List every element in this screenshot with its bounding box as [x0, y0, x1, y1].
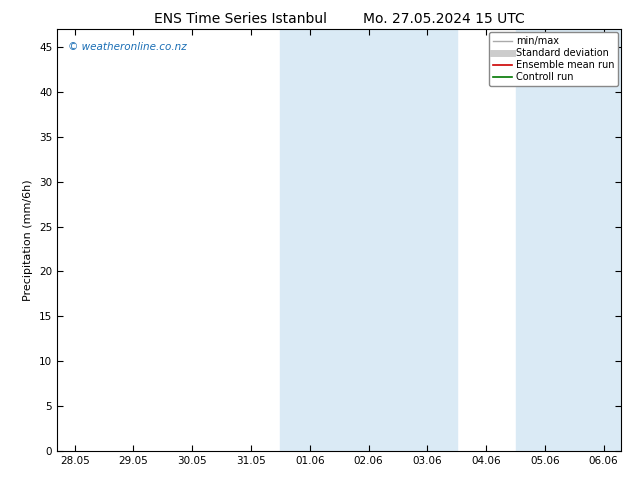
Bar — [280, 29, 456, 451]
Text: © weatheronline.co.nz: © weatheronline.co.nz — [68, 42, 187, 52]
Y-axis label: Precipitation (mm/6h): Precipitation (mm/6h) — [23, 179, 34, 301]
Text: ENS Time Series Istanbul: ENS Time Series Istanbul — [155, 12, 327, 26]
Text: Mo. 27.05.2024 15 UTC: Mo. 27.05.2024 15 UTC — [363, 12, 525, 26]
Bar — [515, 29, 621, 451]
Legend: min/max, Standard deviation, Ensemble mean run, Controll run: min/max, Standard deviation, Ensemble me… — [489, 32, 618, 86]
